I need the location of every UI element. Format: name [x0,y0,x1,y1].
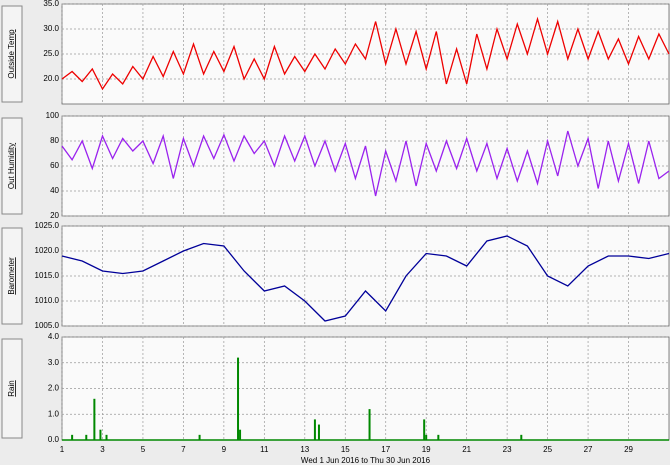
y-tick-label: 1.0 [48,409,60,418]
y-tick-label: 30.0 [43,24,59,33]
rain-bar [105,434,108,440]
x-tick-label: 19 [422,445,431,454]
y-tick-label: 1015.0 [35,271,60,280]
x-tick-label: 1 [60,445,65,454]
rain-bar [71,434,74,440]
rain-bar [317,424,320,440]
y-tick-label: 40 [50,186,59,195]
y-tick-label: 20.0 [43,74,59,83]
x-tick-label: 5 [141,445,146,454]
y-tick-label: 20 [50,211,59,220]
x-tick-label: 23 [503,445,512,454]
x-tick-label: 25 [543,445,552,454]
x-tick-label: 13 [300,445,309,454]
y-axis-label: Barometer [7,257,16,295]
x-tick-label: 29 [624,445,633,454]
plot-area [61,3,670,105]
label-box [1,227,23,325]
y-axis-label: Rain [7,380,16,396]
y-tick-label: 60 [50,161,59,170]
rain-bar [93,398,96,440]
x-tick-label: 27 [584,445,593,454]
label-box [1,338,23,439]
x-tick-label: 9 [222,445,227,454]
y-tick-label: 25.0 [43,49,59,58]
rain-bar [437,434,440,440]
y-tick-label: 1020.0 [35,246,60,255]
x-tick-label: 11 [260,445,269,454]
rain-bar [85,434,88,440]
data-line [61,235,670,322]
y-tick-label: 3.0 [48,358,60,367]
y-tick-label: 4.0 [48,332,60,341]
rain-bar [99,429,102,440]
rain-bar [423,419,426,440]
x-tick-label: 15 [341,445,350,454]
data-line [61,130,670,197]
rain-bar [520,434,523,440]
rain-bar [313,419,316,440]
rain-bar [237,357,240,440]
x-tick-label: 7 [181,445,186,454]
y-tick-label: 80 [50,136,59,145]
y-tick-label: 0.0 [48,435,60,444]
y-tick-label: 35.0 [43,0,59,8]
y-tick-label: 1010.0 [35,296,60,305]
rain-bar [239,429,242,440]
data-line [61,16,670,91]
y-axis-label: Outside Temp [7,29,16,79]
x-tick-label: 3 [100,445,105,454]
x-axis-label: Wed 1 Jun 2016 to Thu 30 Jun 2016 [301,456,431,465]
y-axis-label: Out Humidity [7,143,16,189]
y-tick-label: 2.0 [48,384,60,393]
label-box [1,5,23,103]
y-tick-label: 1025.0 [35,221,60,230]
x-tick-label: 17 [381,445,390,454]
plot-area [61,336,670,441]
y-tick-label: 1005.0 [35,321,60,330]
rain-bar [425,434,428,440]
x-tick-label: 21 [462,445,471,454]
rain-bar [368,409,371,440]
y-tick-label: 100 [46,111,60,120]
rain-bar [198,434,201,440]
label-box [1,117,23,215]
